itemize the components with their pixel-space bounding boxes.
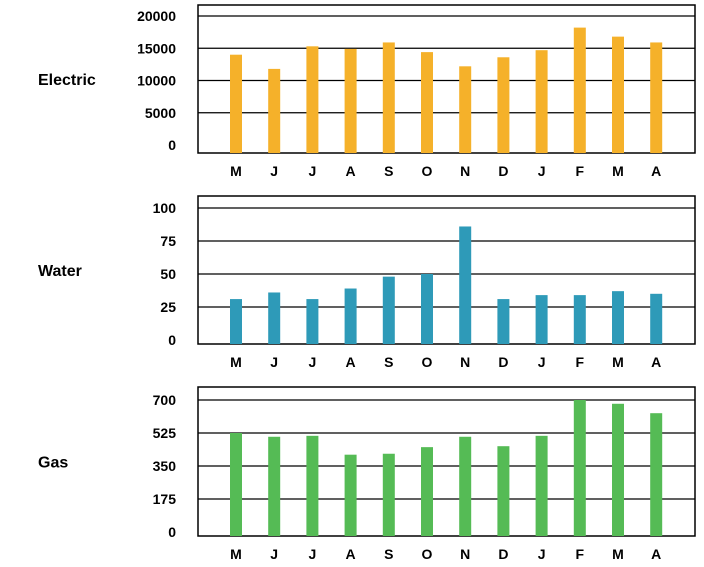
- gas-bar: [344, 454, 357, 536]
- gas-bar: [612, 403, 624, 536]
- water-bar: [382, 276, 395, 344]
- water-category-label: M: [612, 354, 624, 370]
- electric-category-label: J: [309, 163, 317, 179]
- electric-ytick-label: 0: [168, 137, 176, 153]
- gas-category-label: S: [384, 546, 393, 562]
- gas-bar: [421, 447, 433, 536]
- water-category-label: J: [270, 354, 278, 370]
- water-ytick-label: 100: [153, 200, 177, 216]
- gas-category-label: J: [538, 546, 546, 562]
- water-bar: [268, 292, 281, 344]
- electric-category-label: N: [460, 163, 470, 179]
- electric-bar: [382, 42, 395, 153]
- electric-bar: [421, 52, 433, 154]
- electric-category-label: M: [612, 163, 624, 179]
- electric-bar: [573, 27, 586, 153]
- electric-bar: [268, 68, 281, 153]
- water-bar: [612, 291, 624, 344]
- electric-bar: [535, 50, 548, 154]
- gas-bar: [268, 436, 281, 536]
- electric-category-label: D: [498, 163, 508, 179]
- water-bar: [459, 226, 472, 344]
- electric-category-label: S: [384, 163, 393, 179]
- gas-category-label: J: [309, 546, 317, 562]
- electric-category-label: J: [270, 163, 278, 179]
- gas-category-label: A: [346, 546, 356, 562]
- electric-ytick-label: 15000: [137, 40, 176, 56]
- water-category-label: O: [422, 354, 433, 370]
- water-bar: [421, 274, 433, 344]
- electric-ytick-label: 5000: [145, 105, 176, 121]
- gas-category-label: M: [230, 546, 242, 562]
- electric-bar: [497, 57, 510, 153]
- gas-bar: [459, 436, 472, 536]
- electric-ytick-label: 20000: [137, 8, 176, 24]
- gas-category-label: J: [270, 546, 278, 562]
- gas-bar: [382, 453, 395, 536]
- gas-ytick-label: 350: [153, 458, 177, 474]
- electric-bar: [612, 36, 624, 153]
- water-category-label: N: [460, 354, 470, 370]
- gas-bar: [497, 446, 510, 536]
- water-ytick-label: 50: [160, 266, 176, 282]
- gas-bar: [230, 433, 242, 536]
- gas-row-label: Gas: [38, 455, 68, 472]
- water-category-label: A: [346, 354, 356, 370]
- gas-category-label: F: [576, 546, 585, 562]
- gas-category-label: N: [460, 546, 470, 562]
- electric-chart: 0 5000 10000 15000 20000 M J J A S O N D J F M A Electric: [38, 4, 696, 179]
- water-bar: [497, 299, 510, 344]
- gas-bar: [535, 435, 548, 536]
- electric-row-label: Electric: [38, 72, 96, 89]
- electric-ytick-label: 10000: [137, 73, 176, 89]
- water-row-label: Water: [38, 263, 82, 280]
- water-category-label: F: [576, 354, 585, 370]
- water-category-label: M: [230, 354, 242, 370]
- gas-ytick-label: 525: [153, 425, 177, 441]
- gas-ytick-label: 0: [168, 524, 176, 540]
- water-ytick-label: 75: [160, 233, 176, 249]
- water-ytick-label: 25: [160, 299, 176, 315]
- gas-bar: [573, 400, 586, 536]
- water-bar: [230, 299, 242, 344]
- electric-bar: [306, 46, 319, 153]
- water-bar: [535, 295, 548, 344]
- water-bar: [344, 288, 357, 344]
- gas-chart: 0 175 350 525 700 M J J A S O N D J F M A Gas: [38, 386, 696, 562]
- gas-ytick-label: 700: [153, 392, 177, 408]
- water-category-label: J: [538, 354, 546, 370]
- gas-category-label: A: [651, 546, 661, 562]
- water-bar: [306, 299, 319, 344]
- electric-category-label: J: [538, 163, 546, 179]
- gas-category-label: D: [498, 546, 508, 562]
- gas-category-label: O: [422, 546, 433, 562]
- water-category-label: J: [309, 354, 317, 370]
- gas-category-label: M: [612, 546, 624, 562]
- water-category-label: S: [384, 354, 393, 370]
- water-bar: [573, 295, 586, 344]
- water-chart: 0 25 50 75 100 M J J A S O N D J F M A Water: [38, 195, 696, 370]
- electric-bar: [459, 66, 472, 153]
- electric-category-label: O: [422, 163, 433, 179]
- water-category-label: A: [651, 354, 661, 370]
- water-bar: [650, 293, 663, 344]
- electric-bar: [344, 48, 357, 153]
- electric-plot-frame: [197, 4, 696, 154]
- water-ytick-label: 0: [168, 332, 176, 348]
- electric-category-label: M: [230, 163, 242, 179]
- gas-ytick-label: 175: [153, 491, 177, 507]
- electric-category-label: F: [576, 163, 585, 179]
- gas-bar: [306, 435, 319, 536]
- electric-bar: [230, 54, 242, 154]
- electric-bar: [650, 42, 663, 153]
- gas-bar: [650, 413, 663, 536]
- electric-category-label: A: [651, 163, 661, 179]
- water-plot-frame: [197, 195, 696, 345]
- gas-plot-frame: [197, 386, 696, 537]
- water-category-label: D: [498, 354, 508, 370]
- electric-category-label: A: [346, 163, 356, 179]
